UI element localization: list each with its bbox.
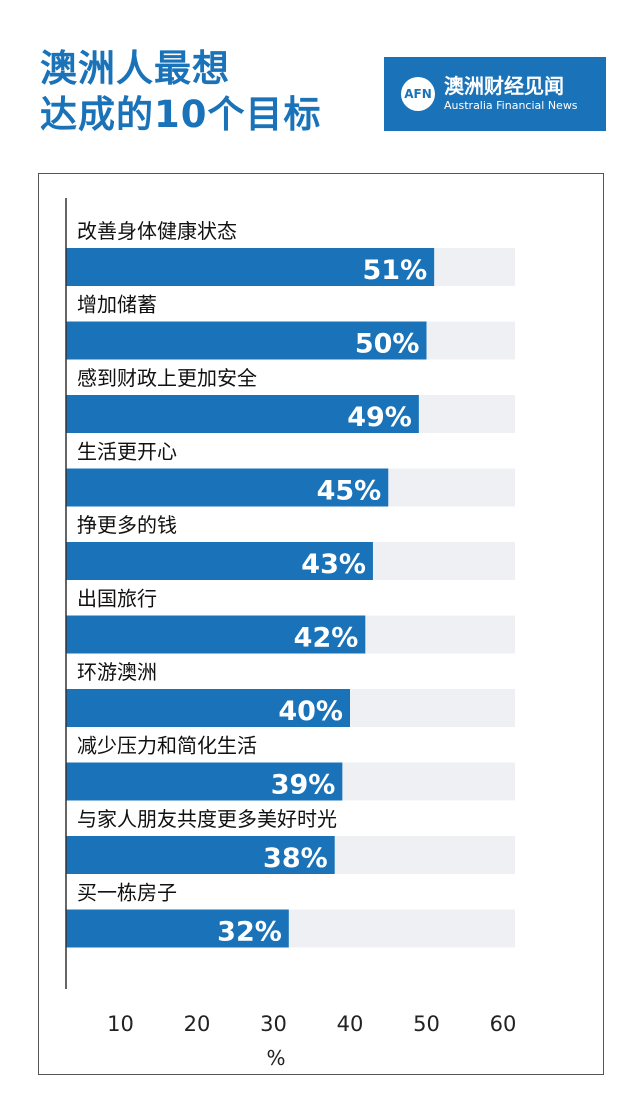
bar (66, 321, 427, 360)
chart-title: 澳洲人最想 达成的10个目标 (40, 46, 370, 138)
x-tick-label: 30 (260, 1012, 287, 1036)
x-tick-label: 10 (107, 1012, 134, 1036)
category-label: 减少压力和简化生活 (77, 734, 257, 758)
value-label: 50% (355, 329, 420, 360)
value-label: 40% (278, 696, 343, 727)
bar (66, 615, 366, 654)
category-label: 与家人朋友共度更多美好时光 (77, 807, 337, 831)
value-label: 49% (347, 402, 412, 433)
x-axis-label: % (266, 1046, 285, 1070)
bar (66, 689, 350, 727)
logo-chinese-name: 澳洲财经见闻 (444, 74, 564, 98)
category-label: 环游澳洲 (77, 660, 157, 684)
value-label: 51% (363, 255, 428, 286)
value-label: 32% (217, 917, 282, 948)
value-label: 45% (317, 476, 382, 507)
value-label: 39% (271, 770, 336, 801)
bar (66, 836, 335, 874)
bar (66, 762, 343, 801)
x-tick-label: 50 (413, 1012, 440, 1036)
category-label: 增加储蓄 (77, 293, 157, 317)
bar (66, 542, 373, 580)
value-label: 43% (301, 549, 366, 580)
x-tick-label: 40 (337, 1012, 364, 1036)
afn-logo-icon: AFN (401, 77, 435, 111)
bar (66, 248, 435, 286)
title-line-2: 达成的10个目标 (40, 93, 322, 136)
category-label: 出国旅行 (77, 587, 157, 611)
category-label: 挣更多的钱 (77, 513, 177, 537)
bar (66, 909, 289, 948)
value-label: 42% (294, 623, 359, 654)
category-label: 生活更开心 (77, 440, 177, 464)
logo-english-name: Australia Financial News (444, 99, 578, 112)
category-label: 买一栋房子 (77, 881, 177, 905)
category-label: 感到财政上更加安全 (77, 366, 257, 390)
bar (66, 395, 419, 433)
bar (66, 468, 389, 507)
category-label: 改善身体健康状态 (77, 219, 237, 243)
chart-frame (38, 173, 604, 1075)
x-tick-label: 20 (184, 1012, 211, 1036)
x-tick-label: 60 (490, 1012, 517, 1036)
value-label: 38% (263, 843, 328, 874)
title-line-1: 澳洲人最想 (40, 47, 230, 90)
afn-logo: AFN 澳洲财经见闻 Australia Financial News (384, 57, 606, 131)
